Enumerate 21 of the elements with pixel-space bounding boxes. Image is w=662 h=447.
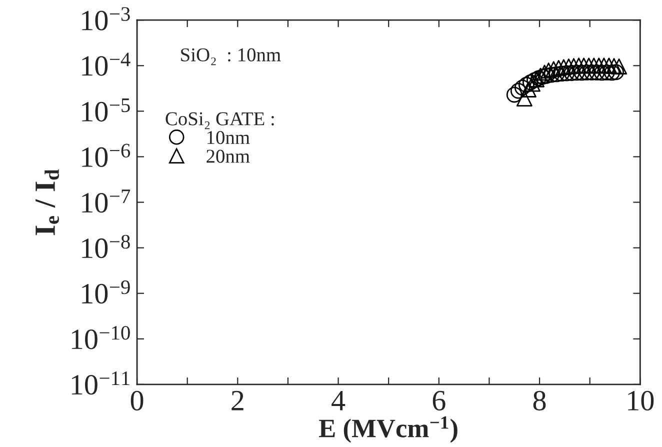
- y-tick-label: 10$^{−11}$: [72, 372, 130, 395]
- x-tick-label: 8: [533, 390, 546, 410]
- x-tick-label: 6: [432, 390, 446, 410]
- x-tick-label: 4: [332, 391, 346, 410]
- annotation: SiO₂ : 10nm: [181, 48, 281, 66]
- x-tick-label: 10: [628, 390, 654, 410]
- y-tick-label: 10$^{−6}$: [82, 144, 130, 167]
- legend-label: 20nm: [206, 150, 250, 163]
- y-tick-label: 10$^{−4}$: [82, 52, 130, 76]
- x-axis-title: E (MVcm$^{−1}$): [318, 416, 458, 443]
- y-tick-label: 10$^{−7}$: [82, 190, 130, 213]
- x-tick-label: 2: [232, 390, 244, 410]
- x-tick-label: 0: [130, 390, 144, 410]
- y-tick-label: 10$^{−9}$: [82, 280, 130, 304]
- y-tick-label: 10$^{−8}$: [82, 234, 130, 258]
- legend-title: CoSi₂ GATE :: [166, 112, 274, 130]
- legend-label: 10nm: [207, 130, 250, 144]
- y-tick-label: 10$^{−5}$: [82, 98, 130, 122]
- y-axis-title: I$_{e}$ / I$_{d}$: [36, 169, 59, 236]
- y-tick-label: 10$^{−3}$: [82, 7, 130, 30]
- y-tick-label: 10$^{−10}$: [72, 326, 130, 350]
